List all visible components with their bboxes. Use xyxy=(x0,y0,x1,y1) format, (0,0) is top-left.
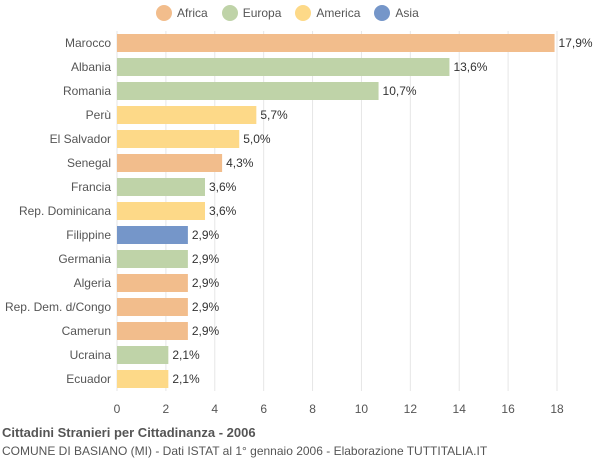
chart-legend: Africa Europa America Asia xyxy=(156,5,419,21)
bar xyxy=(117,322,188,340)
chart-title: Cittadini Stranieri per Cittadinanza - 2… xyxy=(2,425,256,440)
legend-swatch-asia xyxy=(374,5,391,21)
value-label: 10,7% xyxy=(383,84,417,98)
bar-chart: 0 2 4 6 8 10 12 14 16 18 Marocco 17,9% Albania 13,6% R… xyxy=(5,31,593,416)
bar xyxy=(117,226,188,244)
bar xyxy=(117,58,450,76)
legend-swatch-africa xyxy=(156,5,172,21)
bar xyxy=(117,202,205,220)
value-label: 17,9% xyxy=(559,36,593,50)
legend-label-africa: Africa xyxy=(177,6,208,20)
legend-label-asia: Asia xyxy=(395,6,419,20)
bar xyxy=(117,250,188,268)
x-tick-label: 0 xyxy=(114,402,121,416)
bar xyxy=(117,178,205,196)
x-tick-label: 16 xyxy=(501,402,515,416)
legend-swatch-america xyxy=(295,5,312,21)
category-label: Camerun xyxy=(62,324,111,338)
value-label: 2,9% xyxy=(192,228,220,242)
bar xyxy=(117,154,223,172)
value-label: 3,6% xyxy=(209,180,237,194)
bar xyxy=(117,130,240,148)
category-label: Rep. Dominicana xyxy=(19,204,111,218)
x-tick-label: 18 xyxy=(550,402,564,416)
x-tick-label: 14 xyxy=(453,402,467,416)
value-label: 3,6% xyxy=(209,204,237,218)
legend-label-europa: Europa xyxy=(242,6,282,20)
x-tick-label: 2 xyxy=(163,402,170,416)
legend-item-africa: Africa xyxy=(156,5,208,21)
category-label: Romania xyxy=(63,84,111,98)
legend-item-asia: Asia xyxy=(374,5,419,21)
bar xyxy=(117,298,188,316)
x-tick-label: 8 xyxy=(309,402,316,416)
category-label: Marocco xyxy=(65,36,111,50)
category-label: Senegal xyxy=(67,156,111,170)
category-label: Albania xyxy=(71,60,111,74)
bar xyxy=(117,82,379,100)
category-label: Ecuador xyxy=(66,372,111,386)
value-label: 2,9% xyxy=(192,276,220,290)
legend-label-america: America xyxy=(316,6,361,20)
legend-item-america: America xyxy=(295,5,360,21)
legend-swatch-europa xyxy=(221,5,238,21)
x-tick-label: 10 xyxy=(355,402,369,416)
category-label: Rep. Dem. d/Congo xyxy=(5,300,111,314)
value-label: 13,6% xyxy=(453,60,487,74)
category-label: Germania xyxy=(58,252,111,266)
category-label: Algeria xyxy=(74,276,112,290)
value-label: 2,1% xyxy=(172,372,200,386)
bar xyxy=(117,106,257,124)
category-label: Francia xyxy=(71,180,111,194)
x-tick-label: 12 xyxy=(404,402,418,416)
bar xyxy=(117,34,555,52)
legend-item-europa: Europa xyxy=(221,5,282,21)
x-tick-label: 4 xyxy=(211,402,218,416)
value-label: 2,9% xyxy=(192,300,220,314)
category-label: El Salvador xyxy=(50,132,111,146)
chart-source: COMUNE DI BASIANO (MI) - Dati ISTAT al 1… xyxy=(2,444,488,458)
bar xyxy=(117,346,169,364)
bar xyxy=(117,274,188,292)
category-label: Ucraina xyxy=(70,348,112,362)
value-label: 4,3% xyxy=(226,156,254,170)
category-label: Perù xyxy=(86,108,111,122)
category-label: Filippine xyxy=(66,228,111,242)
value-label: 2,1% xyxy=(172,348,200,362)
x-tick-label: 6 xyxy=(260,402,267,416)
bar xyxy=(117,370,169,388)
value-label: 5,7% xyxy=(260,108,288,122)
value-label: 5,0% xyxy=(243,132,271,146)
value-label: 2,9% xyxy=(192,252,220,266)
value-label: 2,9% xyxy=(192,324,220,338)
